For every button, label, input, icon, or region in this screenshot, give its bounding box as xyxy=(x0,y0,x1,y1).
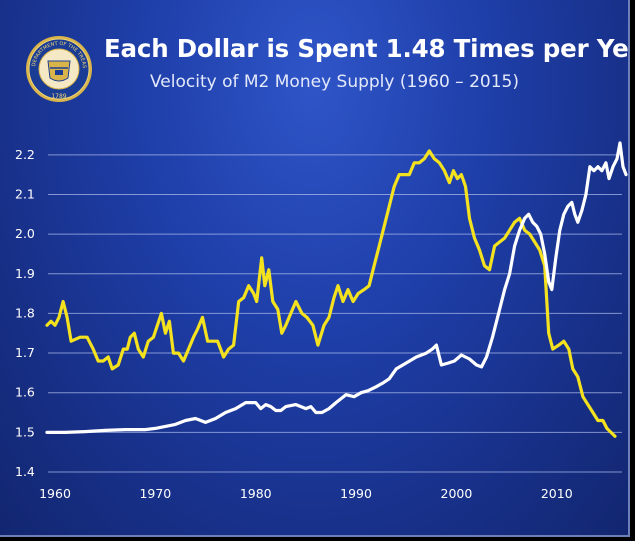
y-tick-label: 1.6 xyxy=(15,385,35,400)
series-lines xyxy=(45,141,628,438)
y-tick-label: 1.8 xyxy=(15,305,35,320)
series-line-white xyxy=(45,141,628,434)
x-tick-label: 2000 xyxy=(441,486,473,501)
x-tick-label: 1980 xyxy=(240,486,272,501)
treasury-seal-icon: THE DEPARTMENT OF THE TREASURY 1789 xyxy=(24,34,92,102)
y-tick-label: 1.4 xyxy=(15,464,35,479)
y-axis-ticks: 1.4 1.5 1.6 1.7 1.8 1.9 2.0 2.1 2.2 xyxy=(15,147,35,479)
gridlines xyxy=(48,154,622,473)
chart-title: Each Dollar is Spent 1.48 Times per Year xyxy=(104,34,630,63)
x-tick-label: 1970 xyxy=(139,486,171,501)
seal-year: 1789 xyxy=(51,93,66,100)
line-chart: 1.4 1.5 1.6 1.7 1.8 1.9 2.0 2.1 2.2 1960 1970 1980… xyxy=(15,141,628,501)
y-tick-label: 2.2 xyxy=(15,147,35,162)
y-tick-label: 1.9 xyxy=(15,266,35,281)
y-tick-label: 1.7 xyxy=(15,345,35,360)
y-tick-label: 2.0 xyxy=(15,226,35,241)
series-line-yellow xyxy=(45,149,617,438)
y-tick-label: 2.1 xyxy=(15,186,35,201)
chart-subtitle: Velocity of M2 Money Supply (1960 – 2015… xyxy=(150,72,519,92)
x-tick-label: 1990 xyxy=(340,486,372,501)
y-tick-label: 1.5 xyxy=(15,424,35,439)
x-tick-label: 1960 xyxy=(39,486,71,501)
x-tick-label: 2010 xyxy=(541,486,573,501)
x-axis-ticks: 1960 1970 1980 1990 2000 2010 xyxy=(39,486,573,501)
